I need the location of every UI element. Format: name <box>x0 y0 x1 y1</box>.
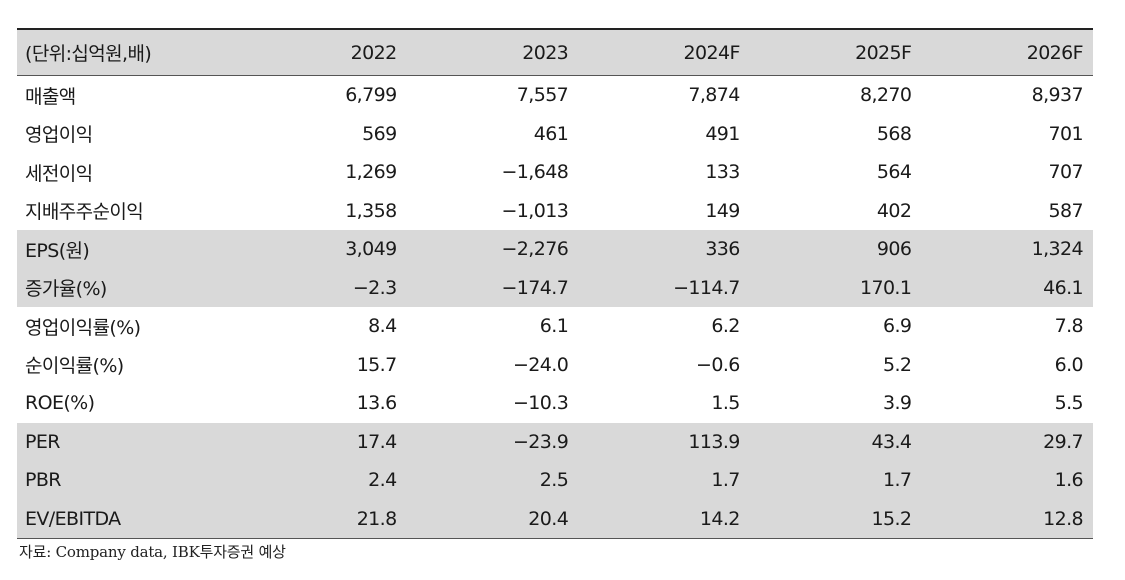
table-row: ROE(%) 13.6 −10.3 1.5 3.9 5.5 <box>17 384 1093 423</box>
row-value-cell: 568 <box>876 122 912 145</box>
row-value-cell: 46.1 <box>1043 276 1084 299</box>
row-value-cell: 5.2 <box>882 353 912 376</box>
financial-summary-table: (단위:십억원,배) 2022 2023 2024F 2025F 2026F 매… <box>17 28 1093 539</box>
row-value-cell: 21.8 <box>235 499 407 539</box>
row-label: PER <box>25 430 60 453</box>
year-header-2024f: 2024F <box>578 28 750 76</box>
row-value-cell: 7.8 <box>1054 315 1084 338</box>
row-value-cell: 2.4 <box>368 469 397 492</box>
row-value-cell: 15.7 <box>356 353 398 376</box>
row-value-cell: 17.4 <box>356 430 398 453</box>
row-value-cell: 587 <box>1048 199 1084 222</box>
row-value-cell: 336 <box>705 238 740 261</box>
year-header-2026f: 2026F <box>921 28 1093 76</box>
row-label: PBR <box>25 469 62 492</box>
table-row: 증가율(%) −2.3 −174.7 −114.7 170.1 46.1 <box>17 268 1093 307</box>
row-label: 세전이익 <box>25 162 93 185</box>
row-value-cell: 170.1 <box>859 276 912 299</box>
row-value-cell: 906 <box>876 238 912 261</box>
row-value-cell: −114.7 <box>673 276 740 299</box>
row-value-cell: −174.7 <box>501 276 569 299</box>
source-note: 자료: Company data, IBK투자증권 예상 <box>19 543 286 561</box>
year-header-2023: 2023 <box>406 28 579 76</box>
row-value-cell: 1.7 <box>882 469 912 492</box>
row-label: 영업이익률(%) <box>25 316 141 339</box>
year-header-2022: 2022 <box>235 28 407 76</box>
table-row: 순이익률(%) 15.7 −24.0 −0.6 5.2 6.0 <box>17 346 1093 385</box>
table-header-row: (단위:십억원,배) 2022 2023 2024F 2025F 2026F <box>17 28 1093 76</box>
row-value-cell: −2,276 <box>501 238 569 261</box>
row-value-cell: −24.0 <box>512 353 569 376</box>
row-value-cell: 7,874 <box>688 84 740 107</box>
table-row: 영업이익 569 461 491 568 701 <box>17 115 1093 154</box>
table-row: 매출액 6,799 7,557 7,874 8,270 8,937 <box>17 76 1093 115</box>
table-row: PBR 2.4 2.5 1.7 1.7 1.6 <box>17 461 1093 500</box>
row-value-cell: 6,799 <box>345 84 397 107</box>
row-value-cell: 701 <box>1048 122 1084 145</box>
row-value-cell: 3.9 <box>882 392 912 415</box>
row-value-cell: 8,937 <box>1031 84 1084 107</box>
row-value-cell: 491 <box>705 122 740 145</box>
row-value-cell: 6.9 <box>882 315 912 338</box>
row-value-cell: 1,269 <box>345 161 397 184</box>
row-value-cell: −1,013 <box>501 199 569 222</box>
row-value-cell: 12.8 <box>921 499 1093 539</box>
financial-summary-table-wrapper: (단위:십억원,배) 2022 2023 2024F 2025F 2026F 매… <box>17 28 1093 539</box>
row-label: 증가율(%) <box>25 278 107 301</box>
row-value-cell: 13.6 <box>356 392 398 415</box>
row-value-cell: 29.7 <box>1043 430 1084 453</box>
table-body: 매출액 6,799 7,557 7,874 8,270 8,937 영업이익 569 461 49… <box>17 76 1093 539</box>
row-label: EPS(원) <box>25 239 90 262</box>
row-label: 매출액 <box>25 85 76 108</box>
table-row: 지배주주순이익 1,358 −1,013 149 402 587 <box>17 192 1093 231</box>
table-row: 세전이익 1,269 −1,648 133 564 707 <box>17 153 1093 192</box>
row-value-cell: 6.0 <box>1054 353 1084 376</box>
year-header-2025f: 2025F <box>749 28 922 76</box>
row-value-cell: 14.2 <box>578 499 750 539</box>
row-value-cell: 7,557 <box>516 84 569 107</box>
row-value-cell: 461 <box>533 122 569 145</box>
table-row: EV/EBITDA 21.8 20.4 14.2 15.2 12.8 <box>17 499 1093 539</box>
row-value-cell: −2.3 <box>352 276 397 299</box>
row-value-cell: −0.6 <box>696 353 740 376</box>
row-value-cell: 20.4 <box>406 499 579 539</box>
table-row: PER 17.4 −23.9 113.9 43.4 29.7 <box>17 422 1093 461</box>
row-label: ROE(%) <box>25 392 95 415</box>
row-value-cell: 564 <box>876 161 912 184</box>
row-label: 영업이익 <box>25 124 93 147</box>
row-value-cell: 43.4 <box>871 430 912 453</box>
row-value-cell: −1,648 <box>501 161 569 184</box>
row-value-cell: 6.1 <box>539 315 569 338</box>
row-label: 순이익률(%) <box>25 355 124 378</box>
row-label: EV/EBITDA <box>17 499 235 539</box>
row-value-cell: 707 <box>1048 161 1084 184</box>
row-value-cell: 569 <box>362 122 397 145</box>
row-value-cell: 1,358 <box>345 199 397 222</box>
row-value-cell: 1.5 <box>711 392 740 415</box>
row-value-cell: −23.9 <box>512 430 569 453</box>
row-value-cell: 149 <box>705 199 740 222</box>
table-row: 영업이익률(%) 8.4 6.1 6.2 6.9 7.8 <box>17 307 1093 346</box>
row-value-cell: 5.5 <box>1054 392 1084 415</box>
row-value-cell: 402 <box>876 199 912 222</box>
row-value-cell: 15.2 <box>749 499 922 539</box>
row-value-cell: 1.7 <box>711 469 740 492</box>
row-value-cell: 2.5 <box>539 469 569 492</box>
row-value-cell: −10.3 <box>512 392 569 415</box>
row-value-cell: 3,049 <box>345 238 397 261</box>
row-label: 지배주주순이익 <box>25 201 144 224</box>
row-value-cell: 113.9 <box>688 430 740 453</box>
row-value-cell: 133 <box>705 161 740 184</box>
table-row: EPS(원) 3,049 −2,276 336 906 1,324 <box>17 230 1093 269</box>
row-value-cell: 1,324 <box>1031 238 1084 261</box>
row-value-cell: 8,270 <box>859 84 912 107</box>
row-value-cell: 6.2 <box>711 315 740 338</box>
unit-label-header: (단위:십억원,배) <box>17 28 235 76</box>
row-value-cell: 8.4 <box>368 315 397 338</box>
row-value-cell: 1.6 <box>1054 469 1084 492</box>
